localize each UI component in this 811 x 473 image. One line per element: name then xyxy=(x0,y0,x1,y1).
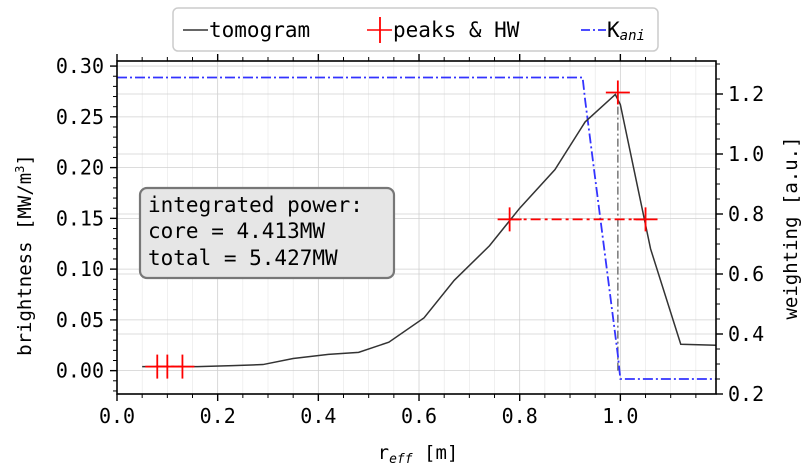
x-tick-label: 0.2 xyxy=(200,404,236,428)
x-tick-label: 0.6 xyxy=(401,404,437,428)
y-axis-left-label: brightness [MW/m3] xyxy=(13,154,36,356)
svg-text:brightness [MW/m3]: brightness [MW/m3] xyxy=(13,154,36,356)
y-left-tick-label: 0.05 xyxy=(56,308,104,332)
legend-label-tomogram: tomogram xyxy=(209,18,310,42)
kani-line xyxy=(117,76,716,380)
y-left-tick-label: 0.25 xyxy=(56,105,104,129)
annotation-line-3: total = 5.427MW xyxy=(148,246,338,270)
legend-swatch-peaks xyxy=(367,17,392,43)
integrated-power-box: integrated power: core = 4.413MW total =… xyxy=(138,186,396,280)
annotation-line-2: core = 4.413MW xyxy=(148,219,325,243)
legend: tomogram peaks & HW Kani xyxy=(172,7,659,52)
legend-label-kani: Kani xyxy=(607,18,645,44)
y-right-tick-label: 1.0 xyxy=(728,142,764,166)
y-left-tick-label: 0.30 xyxy=(56,54,104,78)
y-right-tick-label: 0.8 xyxy=(728,202,764,226)
series-layer xyxy=(117,76,717,380)
annotation-box xyxy=(138,186,396,280)
y-right-tick-label: 0.2 xyxy=(728,382,764,406)
y-axis-right-label: weighting [a.u.] xyxy=(780,136,802,319)
annotation-line-1: integrated power: xyxy=(148,193,363,217)
y-right-tick-label: 0.6 xyxy=(728,262,764,286)
tomogram-line xyxy=(142,93,717,368)
legend-frame xyxy=(172,7,659,52)
y-left-tick-label: 0.20 xyxy=(56,156,104,180)
x-tick-label: 1.0 xyxy=(602,404,638,428)
plot-frame xyxy=(116,60,717,395)
y-right-tick-label: 0.4 xyxy=(728,322,764,346)
svg-text:reff [m]: reff [m] xyxy=(378,442,459,467)
svg-text:weighting [a.u.]: weighting [a.u.] xyxy=(780,136,802,319)
x-tick-label: 0.8 xyxy=(502,404,538,428)
x-axis-label: reff [m] xyxy=(378,442,459,467)
x-tick-label: 0.0 xyxy=(99,404,135,428)
y-left-tick-label: 0.00 xyxy=(56,359,104,383)
axes: 0.0 0.2 0.4 0.6 0.8 1.0 0.00 0.05 0.10 0.15 0.20 0.… xyxy=(56,54,764,428)
x-tick-label: 0.4 xyxy=(300,404,336,428)
y-left-tick-label: 0.10 xyxy=(56,257,104,281)
legend-label-peaks: peaks & HW xyxy=(393,18,520,42)
y-left-tick-label: 0.15 xyxy=(56,206,104,230)
y-right-tick-label: 1.2 xyxy=(728,82,764,106)
